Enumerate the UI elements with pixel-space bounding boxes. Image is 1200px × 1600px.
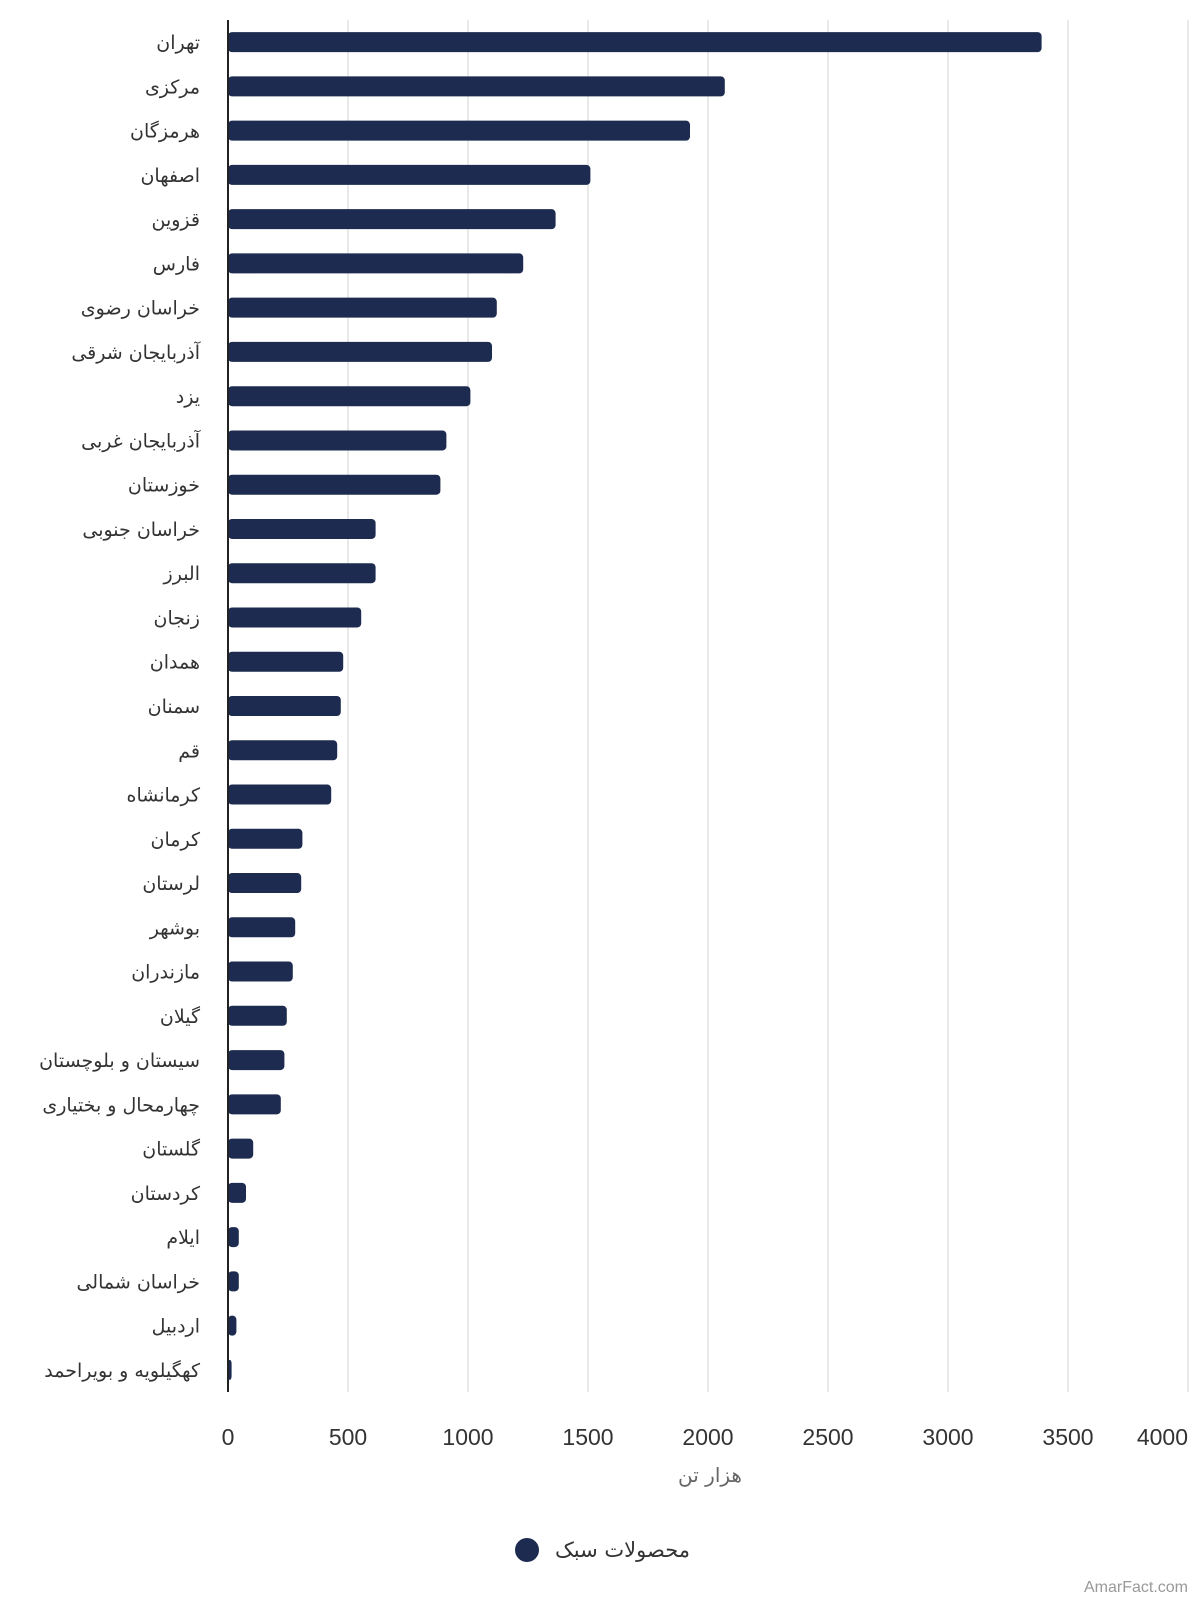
bar[interactable] <box>228 164 591 185</box>
category-label: همدان <box>150 652 200 674</box>
category-label: زنجان <box>154 607 200 629</box>
credit-link[interactable]: AmarFact.com <box>1084 1579 1188 1596</box>
category-label: خوزستان <box>128 475 200 497</box>
category-label: چهارمحال و بختیاری <box>42 1094 200 1116</box>
category-label: کردستان <box>131 1183 201 1205</box>
gridlines <box>347 20 1189 1392</box>
bar[interactable] <box>228 1271 239 1292</box>
legend[interactable]: محصولات سبک <box>515 1538 690 1562</box>
bar[interactable] <box>228 253 524 274</box>
category-label: مازندران <box>131 962 200 984</box>
bar[interactable] <box>228 386 471 407</box>
bar[interactable] <box>228 120 690 141</box>
category-label: کهگیلویه و بویراحمد <box>44 1359 201 1382</box>
bar[interactable] <box>228 76 725 97</box>
x-tick-label: 3000 <box>922 1424 973 1450</box>
legend-symbol <box>515 1538 539 1562</box>
category-label: قم <box>178 740 200 762</box>
category-label: کرمان <box>151 829 201 851</box>
bar[interactable] <box>228 828 303 849</box>
x-tick-label: 3500 <box>1042 1424 1093 1450</box>
category-label: ایلام <box>166 1227 200 1249</box>
category-label: تهران <box>156 32 200 54</box>
bar[interactable] <box>228 651 344 672</box>
category-label: مرکزی <box>145 76 200 98</box>
category-label: آذربایجان شرقی <box>71 340 200 364</box>
bar[interactable] <box>228 1227 239 1248</box>
bar[interactable] <box>228 784 332 805</box>
category-label: اردبیل <box>152 1316 200 1338</box>
bar[interactable] <box>228 917 296 938</box>
bar[interactable] <box>228 1094 281 1115</box>
category-label: آذربایجان غربی <box>81 428 201 452</box>
category-label: سیستان و بلوچستان <box>39 1050 200 1072</box>
bar[interactable] <box>228 1138 254 1159</box>
category-label: گیلان <box>160 1005 201 1028</box>
category-label: سمنان <box>148 696 200 718</box>
category-label: گلستان <box>142 1138 201 1161</box>
x-tick-label: 500 <box>329 1424 367 1450</box>
category-labels: تهران مرکزی هرمزگان اصفهان قزوین فارس خراسان ر… <box>39 32 201 1382</box>
x-tick-label: 1000 <box>442 1424 493 1450</box>
x-tick-label: 0 <box>222 1424 235 1450</box>
category-label: خراسان شمالی <box>76 1271 200 1293</box>
bar[interactable] <box>228 474 441 495</box>
bar[interactable] <box>228 32 1042 53</box>
bar[interactable] <box>228 607 362 628</box>
x-tick-label: 1500 <box>562 1424 613 1450</box>
bar[interactable] <box>228 209 556 230</box>
category-label: کرمانشاه <box>127 785 201 807</box>
bar[interactable] <box>228 1182 246 1203</box>
category-label: لرستان <box>142 873 200 895</box>
x-tick-label: 2500 <box>802 1424 853 1450</box>
category-label: اصفهان <box>140 165 200 187</box>
bar[interactable] <box>228 341 492 362</box>
bar[interactable] <box>228 696 341 716</box>
category-label: هرمزگان <box>130 120 200 143</box>
bar[interactable] <box>228 961 293 982</box>
bars <box>228 32 1042 1380</box>
category-label: بوشهر <box>149 917 200 939</box>
bar[interactable] <box>228 297 497 318</box>
x-tick-label: 4000 <box>1137 1424 1188 1450</box>
x-tick-labels: 0 500 1000 1500 2000 2500 3000 3500 4000 <box>222 1424 1188 1450</box>
category-label: خراسان جنوبی <box>82 519 200 541</box>
bar[interactable] <box>228 740 338 761</box>
bar[interactable] <box>228 1005 287 1026</box>
bar[interactable] <box>228 873 302 894</box>
legend-label: محصولات سبک <box>555 1538 690 1562</box>
category-label: قزوین <box>152 209 201 231</box>
bar[interactable] <box>228 430 447 451</box>
x-tick-label: 2000 <box>682 1424 733 1450</box>
bar[interactable] <box>228 518 376 539</box>
bar[interactable] <box>228 1050 285 1071</box>
category-label: خراسان رضوی <box>81 298 200 320</box>
bar[interactable] <box>228 1315 237 1336</box>
category-label: فارس <box>153 253 200 275</box>
x-axis-title: هزار تن <box>678 1463 742 1487</box>
category-label: البرز <box>163 563 200 585</box>
bar[interactable] <box>228 563 376 584</box>
category-label: یزد <box>176 386 200 408</box>
